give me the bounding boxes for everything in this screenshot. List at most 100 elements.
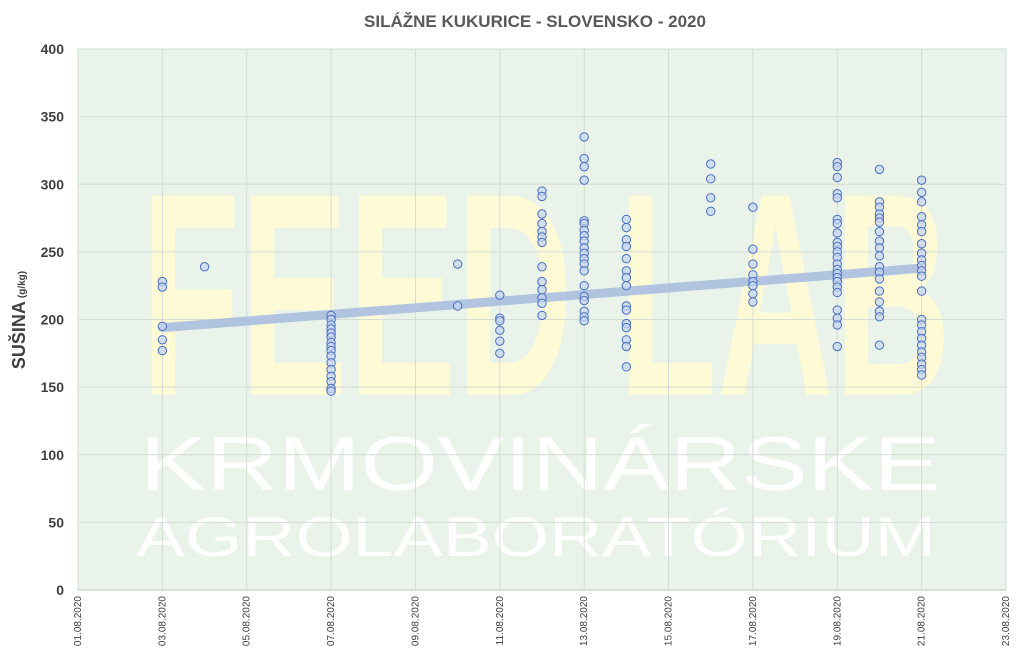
- y-tick-label: 200: [41, 312, 65, 328]
- data-point: [832, 218, 842, 229]
- y-axis-label-unit: (g/kg): [17, 271, 28, 298]
- data-point: [706, 206, 716, 217]
- x-tick-label: 23.08.2020: [1001, 596, 1012, 646]
- watermark-line2: AGROLABORATÓRIUM: [136, 505, 936, 568]
- data-point: [537, 218, 547, 229]
- data-point: [916, 212, 927, 222]
- data-point: [621, 253, 632, 264]
- data-point: [916, 239, 927, 249]
- data-point: [579, 316, 589, 326]
- y-tick-label: 0: [56, 582, 64, 598]
- data-point: [537, 191, 547, 202]
- watermark-line1: KRMOVINÁRSKE: [140, 422, 940, 507]
- data-point: [916, 286, 927, 296]
- data-point: [916, 226, 927, 237]
- data-point: [537, 262, 547, 272]
- data-point: [832, 161, 842, 172]
- x-tick-label: 09.08.2020: [410, 596, 421, 646]
- data-point: [495, 348, 505, 359]
- data-point: [874, 312, 885, 322]
- data-point: [537, 298, 547, 308]
- data-point: [748, 289, 758, 299]
- data-point: [157, 345, 168, 356]
- data-point: [832, 341, 842, 352]
- y-tick-label: 350: [41, 109, 65, 125]
- data-point: [748, 244, 758, 254]
- data-point: [874, 297, 885, 307]
- data-point: [916, 187, 927, 198]
- data-point: [621, 272, 632, 283]
- x-tick-label: 17.08.2020: [748, 596, 759, 646]
- data-point: [621, 280, 632, 291]
- data-point: [495, 336, 505, 346]
- data-point: [874, 164, 885, 175]
- data-point: [579, 266, 589, 276]
- data-point: [874, 286, 885, 296]
- y-tick-label: 50: [48, 514, 64, 530]
- data-point: [157, 321, 168, 331]
- data-point: [748, 297, 758, 307]
- data-point: [874, 274, 885, 284]
- data-point: [874, 251, 885, 261]
- y-tick-label: 300: [41, 176, 65, 192]
- data-point: [874, 226, 885, 237]
- data-point: [326, 386, 336, 396]
- x-tick-label: 07.08.2020: [326, 596, 337, 646]
- data-point: [621, 322, 632, 333]
- x-axis-ticks: 01.08.2020 03.08.2020 05.08.2020 07.08.2020…: [73, 596, 1012, 646]
- data-point: [579, 280, 589, 291]
- data-point: [579, 175, 589, 185]
- data-point: [537, 285, 547, 295]
- y-tick-label: 100: [41, 447, 65, 463]
- y-axis-label: SUŠINA (g/kg): [8, 271, 29, 369]
- gridlines: [77, 48, 1007, 590]
- x-tick-label: 11.08.2020: [495, 596, 506, 646]
- data-point: [748, 259, 758, 269]
- data-point: [621, 362, 632, 372]
- x-tick-label: 03.08.2020: [157, 596, 168, 646]
- x-tick-label: 19.08.2020: [832, 596, 843, 646]
- data-point: [452, 259, 463, 269]
- x-tick-label: 15.08.2020: [664, 596, 675, 646]
- data-point: [874, 243, 885, 253]
- data-point: [621, 241, 632, 252]
- data-point: [621, 214, 632, 225]
- x-tick-label: 01.08.2020: [73, 596, 84, 646]
- data-points: [157, 132, 927, 396]
- data-point: [706, 174, 716, 184]
- data-point: [579, 161, 589, 172]
- data-point: [157, 335, 168, 345]
- data-point: [916, 271, 927, 281]
- data-point: [748, 280, 758, 291]
- data-point: [874, 340, 885, 350]
- x-tick-label: 05.08.2020: [242, 596, 253, 646]
- data-point: [157, 282, 168, 292]
- data-point: [874, 217, 885, 227]
- data-point: [706, 193, 716, 203]
- data-point: [579, 295, 589, 306]
- data-point: [495, 325, 505, 336]
- chart-title: SILÁŽNE KUKURICE - SLOVENSKO - 2020: [364, 12, 706, 31]
- data-point: [537, 310, 547, 321]
- watermark: FEED LAB KRMOVINÁRSKE AGROLABORATÓRIUM: [136, 133, 951, 568]
- data-point: [579, 153, 589, 164]
- data-point: [199, 262, 210, 272]
- y-axis-ticks: 0 50 100 150 200 250 300 350 400: [41, 41, 65, 598]
- data-point: [579, 132, 589, 142]
- data-point: [832, 193, 842, 203]
- data-point: [495, 290, 505, 300]
- y-tick-label: 400: [41, 41, 65, 57]
- data-point: [706, 159, 716, 169]
- data-point: [916, 175, 927, 185]
- data-point: [621, 305, 632, 315]
- data-point: [537, 209, 547, 219]
- y-axis-label-main: SUŠINA: [8, 301, 29, 369]
- data-point: [537, 237, 547, 248]
- y-tick-label: 150: [41, 379, 65, 395]
- x-tick-label: 13.08.2020: [579, 596, 590, 646]
- data-point: [495, 316, 505, 326]
- x-tick-label: 21.08.2020: [917, 596, 928, 646]
- data-point: [916, 197, 927, 207]
- data-point: [832, 172, 842, 183]
